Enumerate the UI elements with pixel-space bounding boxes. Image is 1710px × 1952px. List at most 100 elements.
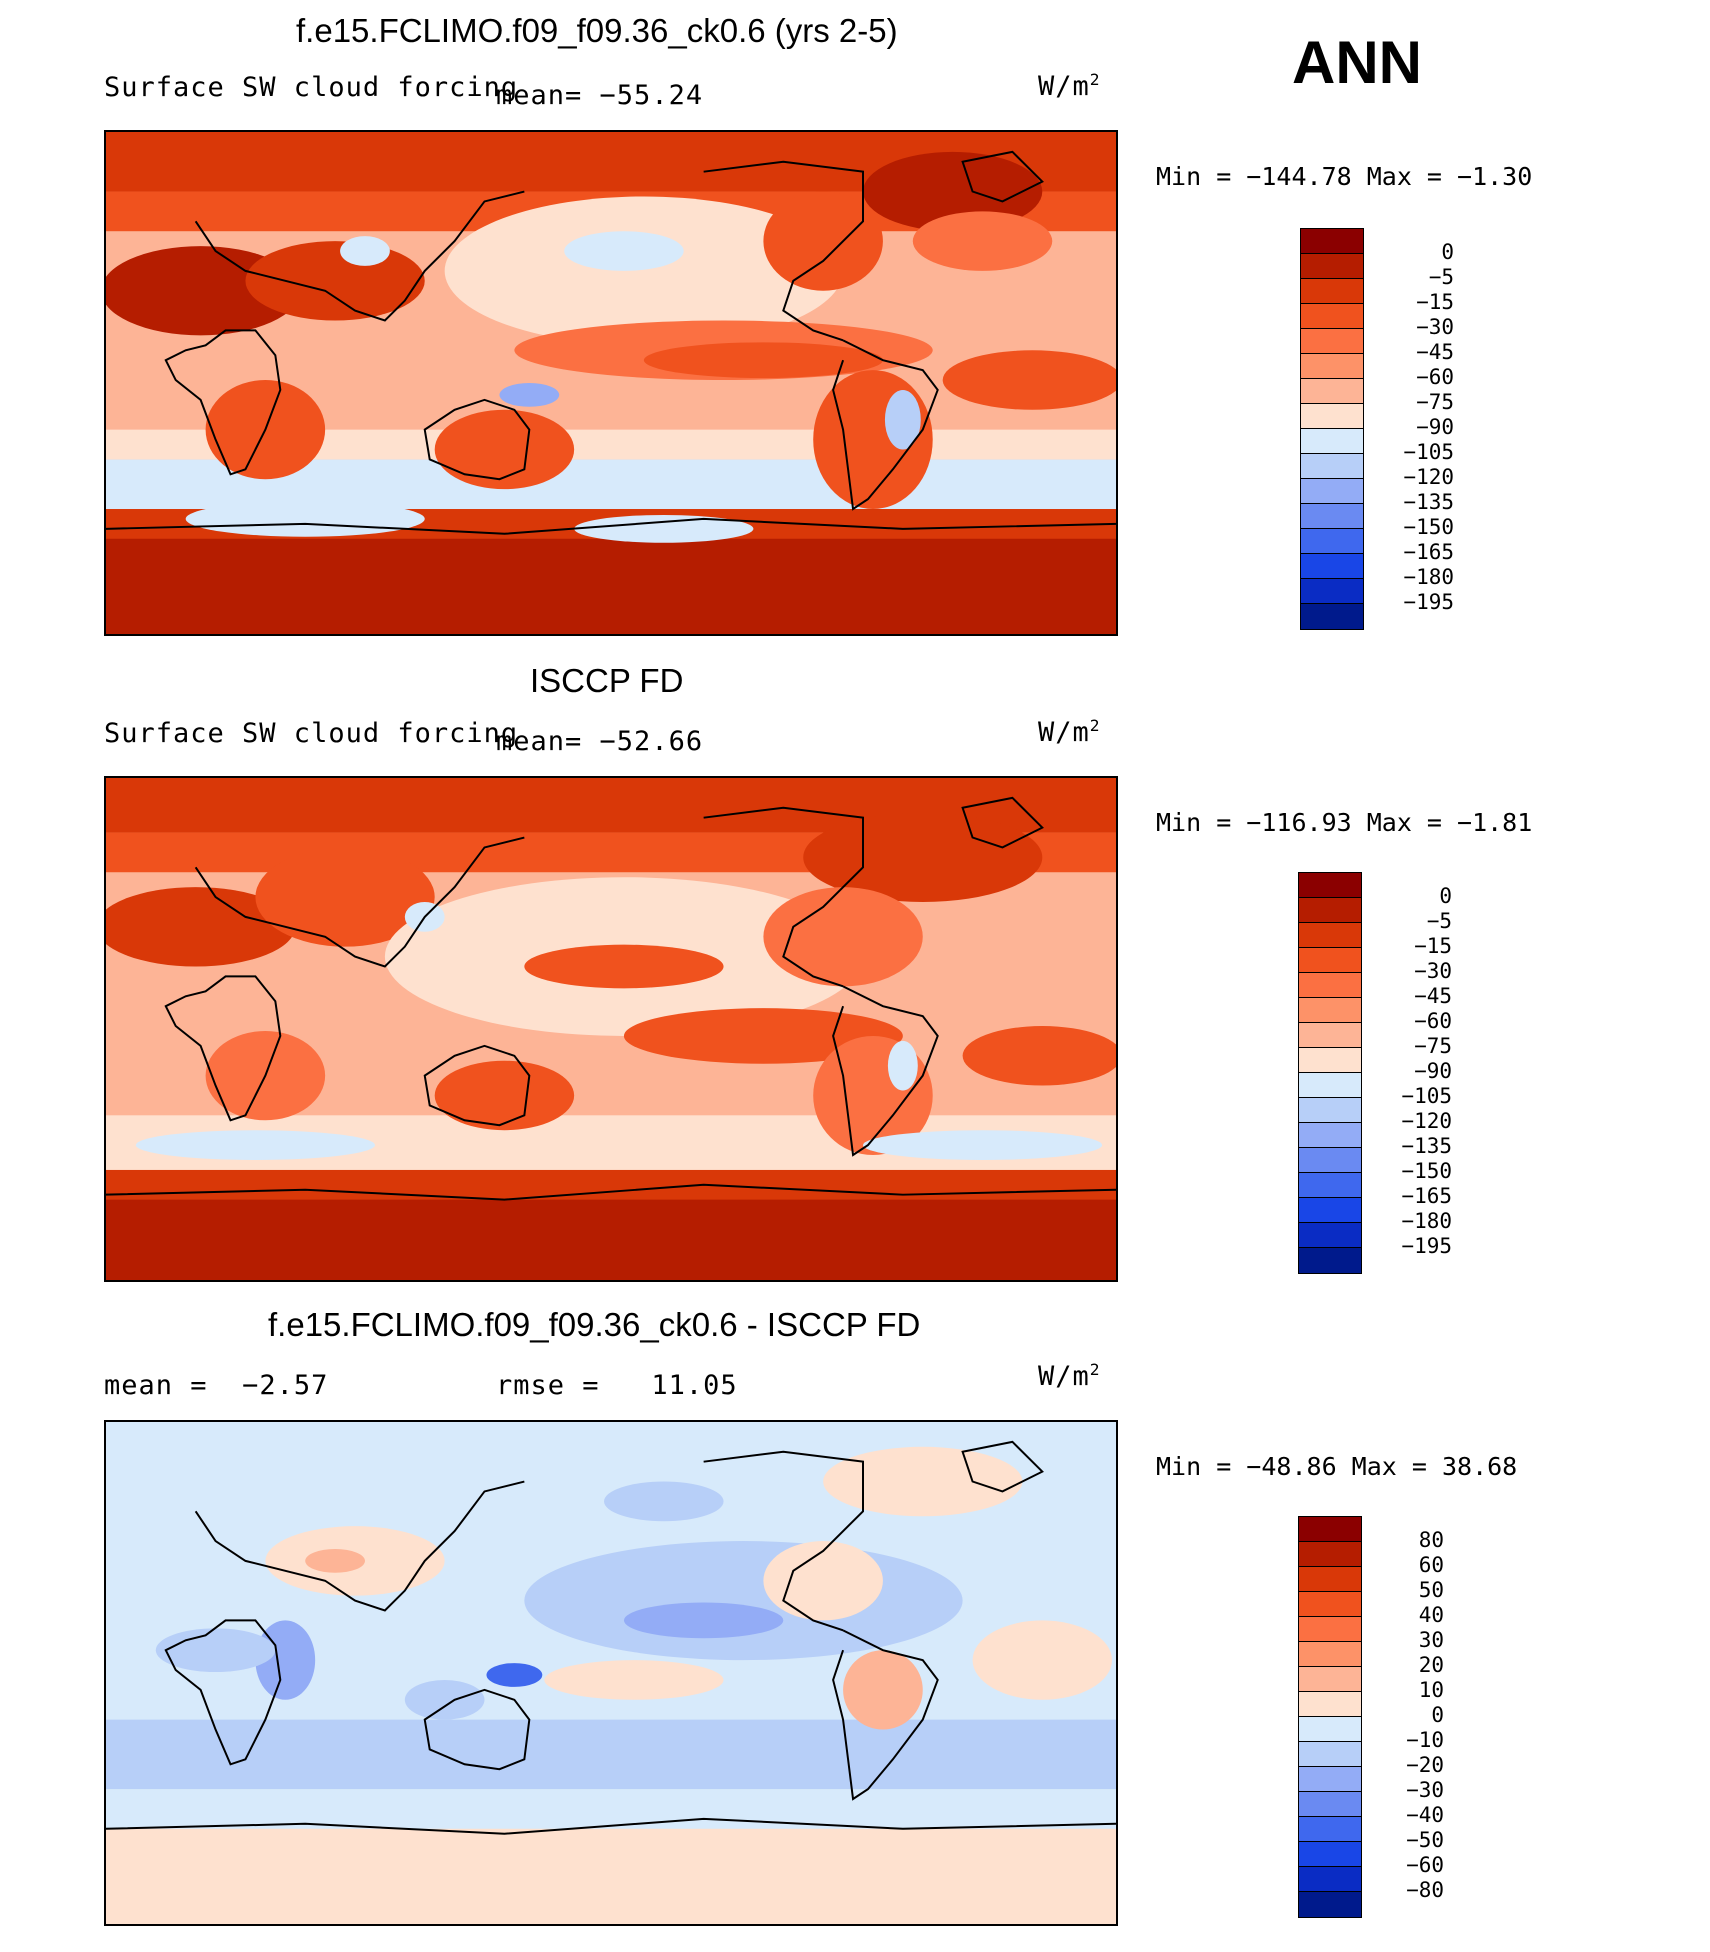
panel1-field-label: Surface SW cloud forcing (104, 72, 519, 103)
panel3-colorbar-ticks: 80 60 50 40 30 20 10 0 −10 −20 −30 −40 −50 −60 −80 (1370, 1528, 1444, 1903)
colorbar-tick-label: −15 (1414, 934, 1452, 958)
colorbar-tick-label: 0 (1441, 240, 1454, 264)
colorbar-tick-label: −150 (1403, 515, 1454, 539)
colorbar-tick-label: 30 (1418, 1628, 1444, 1652)
colorbar-swatch (1299, 898, 1361, 923)
colorbar-swatch (1299, 1567, 1361, 1592)
panel3-title: f.e15.FCLIMO.f09_f09.36_ck0.6 - ISCCP FD (268, 1306, 921, 1343)
panel2-colorbar-swatches (1298, 872, 1362, 1274)
panel1-mean: mean= −55.24 (496, 80, 704, 111)
panel2-colorbar: 0 −5 −15 −30 −45 −60 −75 −90 −105 −120 −135 −150 −16… (1298, 872, 1478, 1274)
colorbar-tick-label: −90 (1416, 415, 1454, 439)
colorbar-tick-label: −195 (1401, 1234, 1452, 1258)
panel2-mean: mean= −52.66 (496, 726, 704, 757)
colorbar-swatch (1301, 454, 1363, 479)
colorbar-tick-label: 80 (1418, 1528, 1444, 1552)
colorbar-tick-label: −165 (1401, 1184, 1452, 1208)
colorbar-swatch (1301, 479, 1363, 504)
colorbar-swatch (1301, 379, 1363, 404)
colorbar-swatch (1299, 873, 1361, 898)
colorbar-tick-label: −5 (1426, 909, 1452, 933)
colorbar-swatch (1299, 1667, 1361, 1692)
colorbar-tick-label: −50 (1406, 1828, 1444, 1852)
colorbar-swatch (1299, 1098, 1361, 1123)
colorbar-tick-label: −75 (1416, 390, 1454, 414)
colorbar-swatch (1301, 504, 1363, 529)
panel1-title: f.e15.FCLIMO.f09_f09.36_ck0.6 (yrs 2-5) (296, 12, 898, 49)
panel2-map-svg (106, 778, 1116, 1280)
colorbar-swatch (1301, 554, 1363, 579)
panel3-colorbar-swatches (1298, 1516, 1362, 1918)
colorbar-swatch (1299, 1617, 1361, 1642)
colorbar-swatch (1299, 1048, 1361, 1073)
colorbar-swatch (1299, 1742, 1361, 1767)
colorbar-tick-label: −120 (1403, 465, 1454, 489)
colorbar-swatch (1301, 604, 1363, 629)
colorbar-tick-label: 50 (1418, 1578, 1444, 1602)
colorbar-swatch (1299, 1717, 1361, 1742)
colorbar-swatch (1299, 1198, 1361, 1223)
colorbar-swatch (1299, 1642, 1361, 1667)
colorbar-swatch (1299, 1817, 1361, 1842)
colorbar-tick-label: −105 (1403, 440, 1454, 464)
colorbar-tick-label: 40 (1418, 1603, 1444, 1627)
panel3-minmax: Min = −48.86 Max = 38.68 (1156, 1452, 1518, 1481)
colorbar-swatch (1299, 973, 1361, 998)
panel1-colorbar: 0 −5 −15 −30 −45 −60 −75 −90 −105 −120 −135 −150 −16… (1300, 228, 1480, 630)
colorbar-swatch (1299, 1867, 1361, 1892)
colorbar-swatch (1299, 1692, 1361, 1717)
colorbar-tick-label: 20 (1418, 1653, 1444, 1677)
colorbar-tick-label: −135 (1401, 1134, 1452, 1158)
colorbar-swatch (1299, 1223, 1361, 1248)
colorbar-tick-label: −30 (1414, 959, 1452, 983)
colorbar-tick-label: 10 (1418, 1678, 1444, 1702)
colorbar-swatch (1299, 1842, 1361, 1867)
colorbar-swatch (1299, 1592, 1361, 1617)
colorbar-tick-label: −15 (1416, 290, 1454, 314)
colorbar-tick-label: −180 (1403, 565, 1454, 589)
panel3-map-svg (106, 1422, 1116, 1924)
colorbar-tick-label: −5 (1428, 265, 1454, 289)
panel2-units: W/m2 (1038, 716, 1101, 748)
colorbar-tick-label: −45 (1416, 340, 1454, 364)
colorbar-swatch (1301, 354, 1363, 379)
colorbar-tick-label: −60 (1406, 1853, 1444, 1877)
colorbar-swatch (1301, 404, 1363, 429)
panel1-units: W/m2 (1038, 70, 1101, 102)
panel3-units: W/m2 (1038, 1360, 1101, 1392)
panel1-colorbar-swatches (1300, 228, 1364, 630)
colorbar-swatch (1301, 254, 1363, 279)
colorbar-swatch (1301, 579, 1363, 604)
colorbar-swatch (1301, 279, 1363, 304)
panel2-title: ISCCP FD (530, 662, 684, 699)
colorbar-tick-label: −60 (1416, 365, 1454, 389)
colorbar-swatch (1299, 998, 1361, 1023)
panel3-colorbar: 80 60 50 40 30 20 10 0 −10 −20 −30 −40 −50 −60 −80 (1298, 1516, 1478, 1918)
panel1-map-svg (106, 132, 1116, 634)
colorbar-swatch (1299, 1248, 1361, 1273)
colorbar-tick-label: −105 (1401, 1084, 1452, 1108)
colorbar-tick-label: −75 (1414, 1034, 1452, 1058)
colorbar-swatch (1299, 1792, 1361, 1817)
colorbar-swatch (1301, 329, 1363, 354)
panel3-rmse: rmse = 11.05 (496, 1370, 738, 1401)
colorbar-tick-label: −135 (1403, 490, 1454, 514)
panel2-colorbar-ticks: 0 −5 −15 −30 −45 −60 −75 −90 −105 −120 −135 −150 −16… (1370, 884, 1452, 1259)
colorbar-tick-label: −120 (1401, 1109, 1452, 1133)
season-label: ANN (1292, 29, 1422, 96)
colorbar-swatch (1299, 948, 1361, 973)
colorbar-tick-label: −30 (1416, 315, 1454, 339)
panel1-minmax: Min = −144.78 Max = −1.30 (1156, 162, 1533, 191)
panel1-colorbar-ticks: 0 −5 −15 −30 −45 −60 −75 −90 −105 −120 −135 −150 −16… (1372, 240, 1454, 615)
panel2-map (104, 776, 1118, 1282)
panel1-map (104, 130, 1118, 636)
colorbar-tick-label: −150 (1401, 1159, 1452, 1183)
colorbar-tick-label: −180 (1401, 1209, 1452, 1233)
colorbar-tick-label: −45 (1414, 984, 1452, 1008)
panel3-map (104, 1420, 1118, 1926)
colorbar-tick-label: −90 (1414, 1059, 1452, 1083)
panel2-field-label: Surface SW cloud forcing (104, 718, 519, 749)
colorbar-swatch (1299, 923, 1361, 948)
colorbar-tick-label: −30 (1406, 1778, 1444, 1802)
colorbar-tick-label: −195 (1403, 590, 1454, 614)
